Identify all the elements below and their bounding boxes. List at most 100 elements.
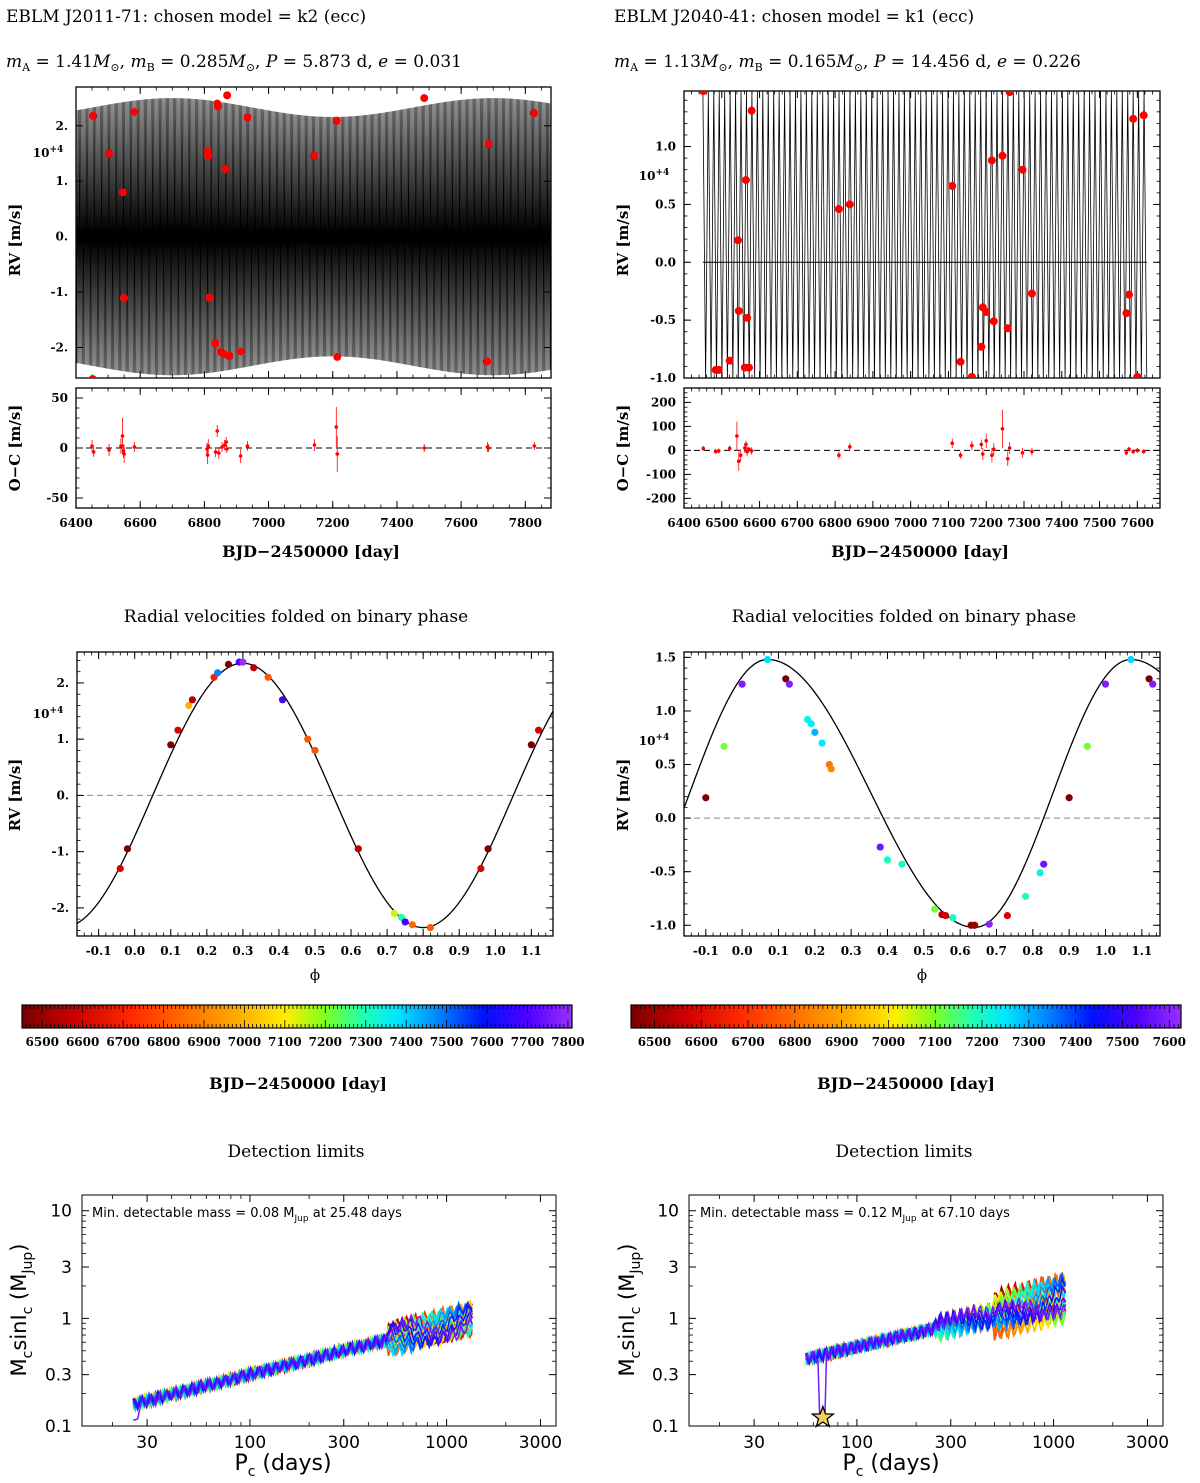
x-tick-label: 100 (234, 1433, 266, 1453)
x-tick-label: 300 (328, 1433, 360, 1453)
fold-point (827, 765, 835, 773)
residual-point (727, 446, 732, 451)
fold-point (477, 864, 485, 873)
residual-point (979, 442, 984, 447)
y-tick-label: -2. (51, 901, 69, 915)
fold-point (116, 864, 124, 873)
colorbar-label-left: BJD−2450000 [day] (209, 1074, 387, 1093)
residual-point (713, 449, 718, 454)
rv-point (734, 306, 743, 315)
rv-point (88, 375, 97, 378)
y-tick-label: 1. (56, 732, 69, 746)
fold-point (785, 680, 793, 688)
y-tick-label: 0.5 (655, 197, 676, 211)
rv-point (333, 352, 342, 361)
residual-point (107, 448, 111, 452)
fold-point (264, 673, 272, 681)
rv-point (221, 165, 230, 174)
rv-point (118, 188, 127, 197)
x-tick-label: 7300 (1007, 516, 1040, 530)
det-xlabel-right: Pc (days) (842, 1451, 939, 1480)
fold-point (702, 794, 710, 802)
x-tick-label: 3000 (519, 1433, 562, 1453)
fold-point (1127, 655, 1135, 664)
residual-point (744, 442, 748, 447)
fold-point (807, 720, 815, 728)
plot-frame (688, 1194, 1164, 1427)
residual-point (1000, 427, 1005, 431)
fold-point (876, 843, 884, 851)
colorbar-tick-label: 7500 (1106, 1035, 1139, 1049)
residual-point (312, 443, 317, 447)
residual-point (119, 444, 123, 448)
residual-point (984, 439, 989, 443)
y-tick-label: 10 (50, 1202, 72, 1222)
y-tick-label: 2. (55, 119, 68, 133)
residual-point (970, 443, 974, 448)
model-curve (702, 91, 1148, 378)
rv-point (747, 106, 756, 115)
rv-multiplier: 10+4 (639, 733, 670, 748)
fold-point (738, 680, 746, 688)
plot-frame (76, 651, 554, 937)
y-tick-label: -1. (51, 845, 69, 859)
rv-multiplier: 10+4 (33, 145, 64, 160)
fold-point (354, 845, 362, 853)
rv-point (420, 94, 429, 103)
y-tick-label: 0 (60, 441, 68, 455)
model-curve (77, 662, 553, 929)
fold-point (942, 912, 950, 920)
x-tick-label: 300 (935, 1433, 967, 1453)
x-tick-label: 0.8 (1022, 944, 1043, 958)
y-tick-label: 0. (55, 230, 68, 244)
y-tick-label: -1. (50, 285, 68, 299)
x-tick-label: 0.9 (449, 944, 470, 958)
x-tick-label: 7800 (509, 516, 542, 530)
x-tick-label: -0.1 (693, 944, 719, 958)
residual-point (206, 444, 211, 448)
rv-time-plot-left: 2. 1. 0. -1. -2. 10+4 RV [m/s] (6, 86, 552, 379)
fold-point (534, 726, 543, 734)
x-tick-label: 0.5 (305, 944, 326, 958)
plot-frame (683, 651, 1161, 937)
x-tick-label: 1.0 (1095, 944, 1116, 958)
x-tick-label: 100 (841, 1433, 873, 1453)
params-left: mA = 1.41M⊙, mB = 0.285M⊙, P = 5.873 d, … (6, 52, 462, 74)
fold-point (214, 669, 222, 677)
fold-point (782, 675, 790, 683)
fold-point (931, 905, 939, 913)
y-tick-label: 0.5 (655, 758, 676, 772)
x-tick-label: 0.1 (160, 944, 181, 958)
x-tick-label: 6600 (743, 516, 776, 530)
fold-point (188, 696, 196, 704)
residual-point (747, 447, 751, 452)
fold-point (971, 921, 979, 929)
residual-point (132, 445, 137, 449)
fold-plot-right: -0.1 0.0 0.1 0.2 0.3 0.4 0.5 0.6 0.7 0.8 0.9 1.0 1.1… (614, 650, 1161, 984)
rv-point (744, 363, 753, 372)
colorbar-tick-label: 7300 (1012, 1035, 1045, 1049)
fold-point (1065, 794, 1073, 802)
x-tick-label: 6400 (667, 516, 700, 530)
colorbar-tick-label: 6900 (187, 1035, 220, 1049)
x-tick-label: 6600 (123, 516, 156, 530)
x-tick-label: 0.6 (341, 944, 362, 958)
x-tick-label: 0.3 (841, 944, 862, 958)
x-tick-label: 6500 (705, 516, 738, 530)
residual-point (121, 449, 126, 453)
y-tick-label: -0.5 (650, 865, 676, 879)
residual-point (215, 429, 220, 433)
residual-point (990, 453, 994, 458)
rv-point (1133, 372, 1142, 378)
fold-point (401, 918, 409, 926)
rv-point (1139, 111, 1148, 120)
rv-point (213, 102, 222, 111)
rv-point (977, 342, 986, 351)
model-curve (76, 98, 551, 376)
residual-point (736, 459, 741, 464)
residual-point (224, 440, 229, 444)
x-tick-label: 0.4 (877, 944, 898, 958)
residual-point (749, 449, 754, 453)
residual-point (217, 451, 221, 455)
